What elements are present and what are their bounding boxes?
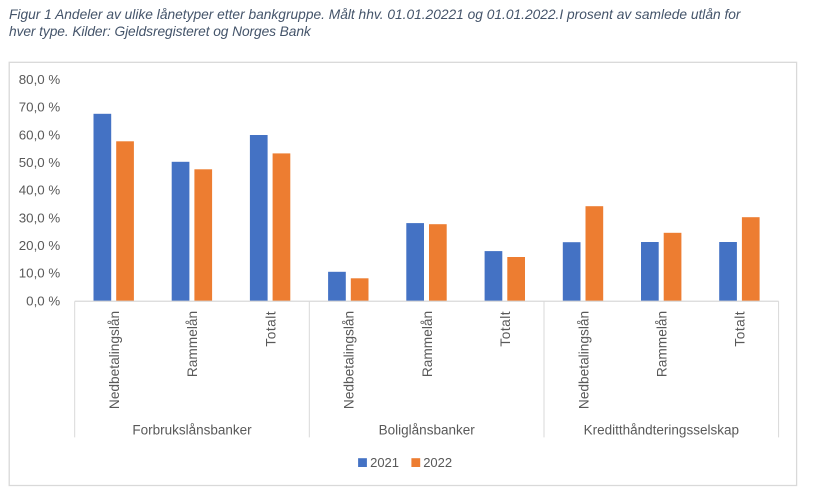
svg-text:Nedbetalingslån: Nedbetalingslån [107, 311, 122, 409]
svg-text:10,0 %: 10,0 % [19, 266, 61, 281]
svg-text:20,0 %: 20,0 % [19, 238, 61, 253]
svg-text:80,0 %: 80,0 % [19, 72, 61, 87]
svg-text:Figur 1 Andeler av ulike lånet: Figur 1 Andeler av ulike lånetyper etter… [9, 7, 742, 22]
svg-text:50,0 %: 50,0 % [19, 155, 61, 170]
svg-text:Totalt: Totalt [263, 311, 278, 347]
svg-text:60,0 %: 60,0 % [19, 127, 61, 142]
svg-text:Kreditthåndteringsselskap: Kreditthåndteringsselskap [584, 423, 739, 438]
svg-text:Totalt: Totalt [733, 311, 748, 347]
svg-text:Forbrukslånsbanker: Forbrukslånsbanker [132, 423, 252, 438]
svg-text:hver type. Kilder: Gjeldsregis: hver type. Kilder: Gjeldsregisteret og N… [9, 24, 312, 39]
svg-text:40,0 %: 40,0 % [19, 183, 61, 198]
svg-text:Totalt: Totalt [498, 311, 513, 347]
svg-text:30,0 %: 30,0 % [19, 210, 61, 225]
svg-text:Rammelån: Rammelån [655, 311, 670, 377]
svg-text:2021: 2021 [370, 455, 399, 470]
svg-text:Nedbetalingslån: Nedbetalingslån [342, 311, 357, 409]
svg-text:Rammelån: Rammelån [420, 311, 435, 377]
svg-text:0,0 %: 0,0 % [26, 293, 60, 308]
svg-text:Rammelån: Rammelån [185, 311, 200, 377]
svg-text:Boliglånsbanker: Boliglånsbanker [379, 423, 476, 438]
svg-text:70,0 %: 70,0 % [19, 100, 61, 115]
svg-text:2022: 2022 [423, 455, 452, 470]
svg-text:Nedbetalingslån: Nedbetalingslån [576, 311, 591, 409]
